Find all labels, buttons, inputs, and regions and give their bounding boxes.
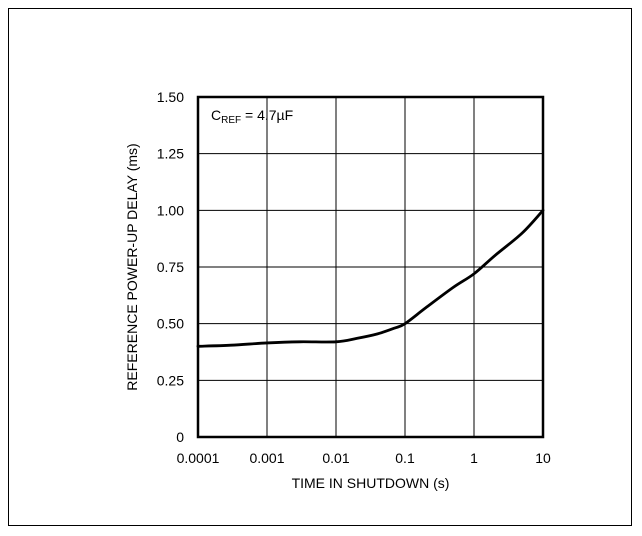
x-tick-label-4: 1 <box>470 450 478 466</box>
x-tick-label-5: 10 <box>535 450 551 466</box>
cref-prefix: C <box>211 107 221 123</box>
cref-value: = 4.7µF <box>241 107 293 123</box>
y-tick-label-6: 1.50 <box>157 89 184 105</box>
y-axis-title: REFERENCE POWER-UP DELAY (ms) <box>124 143 140 390</box>
y-tick-label-2: 0.50 <box>157 316 184 332</box>
x-tick-label-3: 0.1 <box>395 450 415 466</box>
cref-subscript: REF <box>221 115 241 126</box>
y-tick-label-3: 0.75 <box>157 259 184 275</box>
series-line-0 <box>196 208 545 348</box>
cref-annotation: CREF = 4.7µF <box>211 107 293 126</box>
x-tick-label-2: 0.01 <box>322 450 349 466</box>
grid-lines <box>197 96 544 438</box>
y-tick-labels: 0 0.25 0.50 0.75 1.00 1.25 1.50 <box>157 89 184 445</box>
y-tick-label-0: 0 <box>176 429 184 445</box>
x-tick-label-0: 0.0001 <box>177 450 220 466</box>
plot-area-border <box>196 95 545 439</box>
y-tick-label-4: 1.00 <box>157 202 184 218</box>
series-lines <box>196 208 545 348</box>
y-tick-label-5: 1.25 <box>157 146 184 162</box>
x-tick-label-1: 0.001 <box>249 450 284 466</box>
y-tick-label-1: 0.25 <box>157 372 184 388</box>
x-tick-labels: 0.0001 0.001 0.01 0.1 1 10 <box>177 450 551 466</box>
x-axis-title: TIME IN SHUTDOWN (s) <box>292 475 450 491</box>
